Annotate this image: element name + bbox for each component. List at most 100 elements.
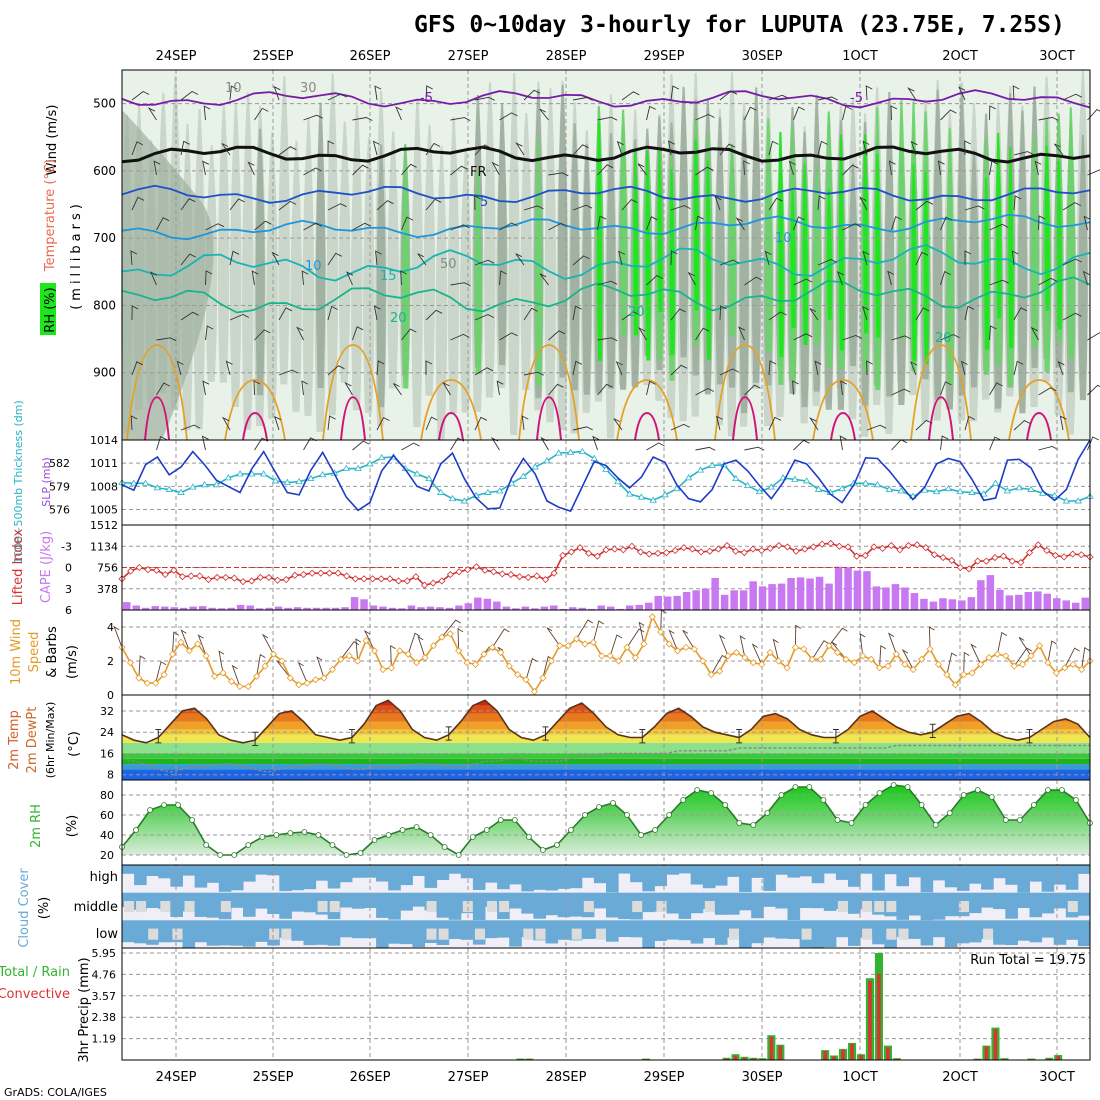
rh2m-point bbox=[568, 827, 574, 833]
cloud-gap bbox=[801, 928, 812, 940]
wind10-tick-label: 0 bbox=[107, 689, 114, 702]
top-date-label: 27SEP bbox=[448, 49, 489, 64]
wind-barb bbox=[327, 305, 338, 321]
wind10-point bbox=[429, 642, 438, 650]
thickness-point bbox=[307, 474, 315, 482]
cape-bar bbox=[986, 575, 995, 610]
cloud-cell bbox=[291, 865, 304, 891]
wind10-point bbox=[993, 650, 1001, 658]
cloud-cell bbox=[376, 920, 389, 948]
wind-barb bbox=[523, 205, 544, 211]
wind-barb bbox=[597, 164, 614, 176]
cloud-cell bbox=[823, 920, 837, 947]
lifted-index-point bbox=[758, 546, 766, 555]
cape-bar bbox=[388, 607, 397, 610]
cloud-cell bbox=[400, 865, 413, 886]
wind10-point bbox=[547, 657, 555, 665]
lifted-index-point bbox=[403, 577, 411, 585]
wind-barb bbox=[548, 222, 568, 231]
wind-barb bbox=[940, 334, 960, 341]
thickness-point bbox=[767, 483, 775, 490]
cloud-cell bbox=[1017, 920, 1030, 941]
minmax-bar bbox=[155, 729, 162, 744]
cloud-cell bbox=[146, 892, 159, 908]
wind10-barb bbox=[390, 644, 396, 668]
wind-barb bbox=[937, 160, 945, 176]
contour-label: -5 bbox=[420, 91, 433, 106]
rh2m-point bbox=[245, 842, 252, 848]
wind-barb bbox=[180, 311, 199, 321]
wind-barb bbox=[621, 311, 640, 321]
cloud-cell bbox=[291, 920, 304, 941]
wind-barb bbox=[254, 107, 269, 121]
cape-bar bbox=[977, 580, 985, 610]
wind-barb bbox=[859, 196, 868, 211]
cloud-row-label: high bbox=[90, 870, 118, 885]
cloud-cell bbox=[739, 920, 752, 948]
rh-streak bbox=[363, 137, 375, 413]
lifted-index-point bbox=[809, 543, 817, 551]
dewpoint-line bbox=[121, 744, 1090, 773]
lifted-index-point bbox=[619, 546, 627, 554]
cloud-cell bbox=[993, 865, 1006, 879]
rh2m-point bbox=[497, 817, 504, 823]
cloud-cell bbox=[835, 865, 849, 880]
wind-barb bbox=[327, 140, 335, 156]
wind-barb bbox=[548, 383, 564, 396]
cloud-cell bbox=[327, 920, 341, 946]
lifted-index-point bbox=[317, 569, 325, 577]
cape-bar bbox=[588, 608, 596, 610]
rh2m-point bbox=[469, 834, 476, 840]
rh2m-point bbox=[175, 802, 182, 808]
rh-streak bbox=[1067, 107, 1075, 359]
wind10-point bbox=[716, 667, 724, 675]
wind10-barb bbox=[1064, 647, 1080, 669]
wind10-barb bbox=[668, 629, 678, 651]
rh2m-point bbox=[371, 837, 378, 843]
rh-streak bbox=[316, 102, 326, 388]
rh2m-point bbox=[974, 787, 981, 793]
rh2m-point bbox=[301, 829, 308, 835]
lifted-index-point bbox=[887, 541, 895, 550]
lifted-index-point bbox=[818, 540, 826, 548]
cloud-cell bbox=[327, 865, 341, 889]
wind10-point bbox=[152, 679, 160, 687]
cloud-cell bbox=[267, 865, 280, 876]
wind-barb bbox=[597, 383, 613, 396]
cape-bar bbox=[597, 605, 605, 610]
rh2m-point bbox=[343, 852, 350, 858]
cape-tick-label: 1134 bbox=[90, 540, 118, 553]
cloud-cell bbox=[351, 865, 365, 878]
wind-barb bbox=[375, 250, 382, 266]
cloud-cell bbox=[920, 865, 934, 893]
rh-streak bbox=[376, 144, 386, 408]
cape-bar bbox=[796, 577, 805, 610]
cape-bar bbox=[246, 605, 254, 610]
thickness-point bbox=[342, 464, 350, 471]
wind10-point bbox=[808, 655, 816, 663]
cape-bar bbox=[322, 607, 330, 610]
wind10-point bbox=[918, 655, 926, 663]
lifted-index-point bbox=[740, 549, 748, 557]
rh2m-point bbox=[1016, 817, 1023, 823]
lifted-index-point bbox=[732, 547, 740, 555]
wind10-barb bbox=[996, 631, 1008, 655]
thickness-point bbox=[838, 484, 846, 492]
cloud-gap bbox=[898, 928, 909, 940]
wind-barb bbox=[274, 415, 282, 431]
wind-barb bbox=[768, 197, 783, 211]
lifted-index-point bbox=[481, 566, 489, 574]
wind-barb bbox=[695, 446, 716, 451]
wind-barb bbox=[301, 380, 309, 396]
cloud-cell bbox=[1005, 865, 1018, 885]
wind-barb bbox=[1083, 215, 1091, 231]
wind-barb bbox=[1030, 326, 1039, 341]
thickness-label: 1000~500mb Thickness (dm) bbox=[12, 400, 25, 564]
cloud-cell bbox=[448, 892, 462, 920]
contour-label: 30 bbox=[300, 81, 317, 96]
minmax-bar bbox=[639, 729, 646, 744]
wind10-point bbox=[253, 672, 261, 680]
wind-barb bbox=[719, 143, 736, 156]
hot-contour bbox=[1026, 411, 1052, 441]
lifted-index-point bbox=[369, 575, 377, 583]
